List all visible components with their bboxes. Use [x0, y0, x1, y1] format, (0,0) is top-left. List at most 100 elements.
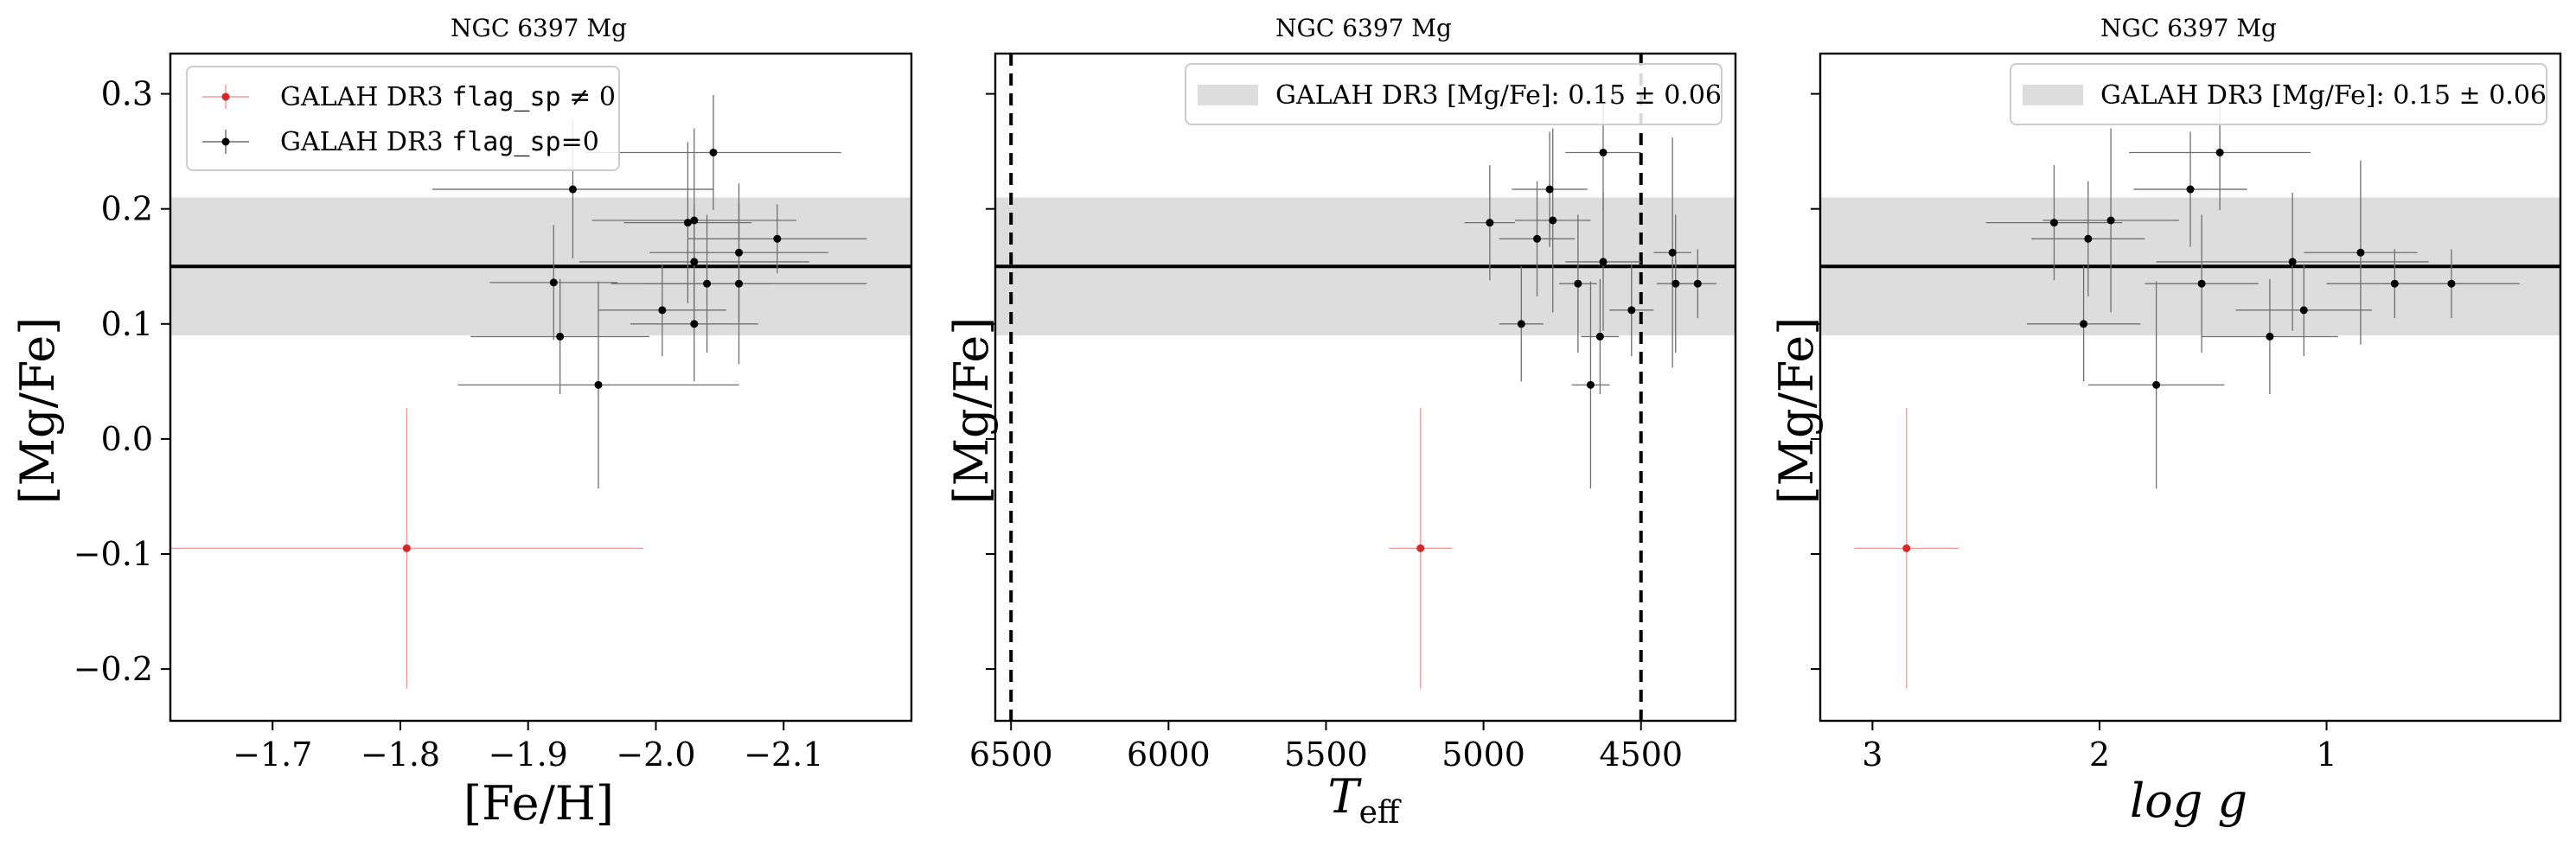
data-point [735, 279, 744, 288]
data-point [2049, 219, 2058, 227]
panel-title: NGC 6397 Mg [1275, 14, 1452, 42]
data-point [690, 320, 699, 328]
data-point [683, 219, 692, 227]
legend-box [2010, 63, 2547, 125]
legend-label-code: flag_sp [451, 127, 560, 157]
axes-frame [169, 52, 913, 723]
x-axis-label: log g [2130, 774, 2247, 828]
y-tick-label: 0.1 [101, 305, 153, 343]
data-point [709, 148, 718, 156]
legend-swatch [1198, 85, 1258, 105]
data-point [402, 544, 411, 552]
legend-marker [221, 137, 230, 146]
panel-title: NGC 6397 Mg [2100, 14, 2277, 42]
data-point [1902, 544, 1911, 552]
y-axis-label: [Mg/Fe] [944, 317, 999, 505]
data-point [2390, 279, 2399, 288]
data-point [2080, 320, 2088, 328]
data-point [556, 332, 565, 341]
legend-box [186, 66, 620, 171]
legend-label-text: GALAH DR3 [280, 127, 451, 157]
data-point [658, 306, 667, 315]
panel-feh: NGC 6397 Mg 0.3 0.2 0.1 0.0 −0.1 −0.2 −1.7 −1.8… [10, 14, 913, 831]
y-tick-label: 0.0 [101, 420, 153, 458]
data-point [703, 279, 712, 288]
x-axis-label-sub: eff [1359, 795, 1402, 831]
x-axis-label: [Fe/H] [463, 776, 614, 831]
data-point [2152, 380, 2161, 389]
data-point [1599, 148, 1608, 156]
x-tick-label: 3 [1862, 736, 1882, 774]
data-point [1668, 248, 1677, 257]
plot-area: 0.3 0.2 0.1 0.0 −0.1 −0.2 −1.7 −1.8 −1.9 −2.0 −2.1… [74, 52, 913, 774]
x-tick-label: 1 [2316, 736, 2336, 774]
data-point [2197, 279, 2206, 288]
data-point [2447, 279, 2456, 288]
data-point [2266, 332, 2274, 341]
x-tick-label: 2 [2089, 736, 2110, 774]
data-point [1486, 219, 1494, 227]
data-point [2288, 258, 2297, 266]
plot-content [1820, 94, 2560, 689]
y-tick-label: 0.3 [101, 75, 153, 113]
data-point [594, 380, 603, 389]
data-point [2186, 185, 2195, 194]
plot-area: 6500 6000 5500 5000 4500 GALAH DR3 [Mg/Fe]: 0… [969, 52, 1737, 774]
axes-frame [994, 52, 1737, 723]
legend-label: GALAH DR3 flag_sp ≠ 0 [280, 82, 616, 112]
legend-marker [221, 92, 230, 101]
data-point [1672, 279, 1680, 288]
x-tick-label: 5000 [1441, 736, 1525, 774]
data-point [2215, 148, 2224, 156]
legend-label: GALAH DR3 flag_sp=0 [280, 127, 599, 157]
x-tick-label: −1.9 [489, 736, 568, 774]
legend-label-text: GALAH DR3 [280, 82, 451, 112]
data-point [690, 258, 699, 266]
legend-label-text: =0 [561, 127, 599, 157]
y-tick-label: 0.2 [101, 190, 153, 228]
data-point [1533, 234, 1542, 243]
y-tick-label: −0.2 [74, 650, 153, 688]
data-point [1517, 320, 1525, 328]
legend-label-text: ≠ 0 [561, 82, 616, 112]
y-axis-label: [Mg/Fe] [1769, 317, 1824, 505]
panel-logg: NGC 6397 Mg 3 2 1 GALAH DR3 [Mg/Fe]: 0.15 ±… [1769, 14, 2562, 828]
data-point [1416, 544, 1425, 552]
legend-label-code: flag_sp [451, 82, 560, 112]
x-tick-label: −2.1 [744, 736, 823, 774]
data-point [1549, 216, 1557, 225]
x-tick-label: −1.7 [233, 736, 312, 774]
y-tick-label: −0.1 [74, 535, 153, 573]
data-point [1599, 258, 1608, 266]
data-point [1627, 306, 1636, 315]
legend-swatch [2023, 85, 2083, 105]
axes-frame [1819, 52, 2562, 723]
x-tick-label: −1.8 [361, 736, 440, 774]
data-point [549, 278, 558, 287]
legend-box [1185, 63, 1723, 125]
panel-teff: NGC 6397 Mg 6500 6000 5500 5000 4500 GALAH DR… [944, 14, 1737, 831]
x-tick-label: 6500 [969, 736, 1053, 774]
data-point [690, 216, 699, 225]
x-tick-label: 6000 [1127, 736, 1211, 774]
data-point [1693, 279, 1702, 288]
plot-content [170, 94, 911, 689]
data-point [1545, 185, 1554, 194]
x-axis-label: Teff [1328, 769, 1402, 831]
x-tick-label: 4500 [1599, 736, 1683, 774]
plot-area: 3 2 1 GALAH DR3 [Mg/Fe]: 0.15 ± 0.06 [1811, 52, 2562, 774]
x-tick-label: 5500 [1284, 736, 1368, 774]
x-axis-label-main: T [1328, 769, 1363, 824]
legend-label: GALAH DR3 [Mg/Fe]: 0.15 ± 0.06 [2100, 80, 2547, 111]
plot-content [995, 54, 1735, 721]
data-point [1574, 279, 1582, 288]
data-point [735, 248, 744, 257]
legend-label: GALAH DR3 [Mg/Fe]: 0.15 ± 0.06 [1275, 80, 1722, 111]
data-point [568, 185, 577, 194]
panel-title: NGC 6397 Mg [451, 14, 627, 42]
data-point [2299, 306, 2308, 315]
x-tick-label: −2.0 [616, 736, 695, 774]
y-axis-label: [Mg/Fe] [10, 317, 65, 505]
data-point [2356, 248, 2365, 257]
